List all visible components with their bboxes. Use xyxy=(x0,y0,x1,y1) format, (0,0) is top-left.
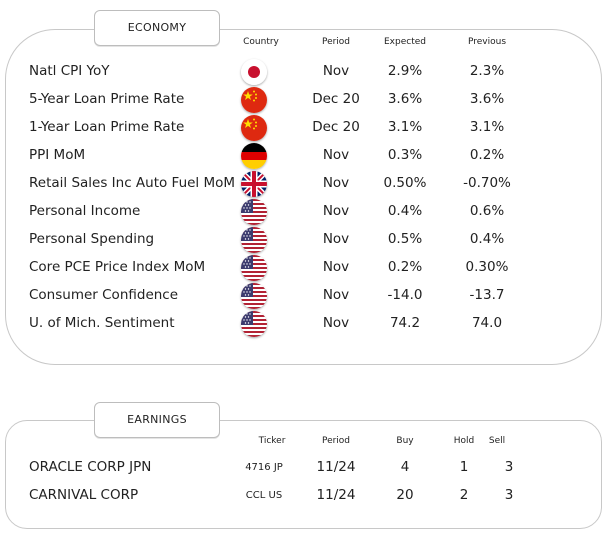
sell-count: 3 xyxy=(504,487,514,503)
event-previous: 0.2% xyxy=(469,147,505,163)
event-period: Nov xyxy=(322,259,350,275)
country-column-header: Country xyxy=(243,37,279,47)
event-period: Dec 20 xyxy=(312,119,360,135)
economy-event-row[interactable]: Natl CPI YoY Nov 2.9% 2.3% xyxy=(0,59,606,91)
japan-flag-icon xyxy=(241,59,267,85)
economy-panel xyxy=(5,29,602,365)
event-previous: 3.1% xyxy=(469,119,505,135)
event-name: Personal Income xyxy=(29,203,141,219)
company-name: CARNIVAL CORP xyxy=(29,487,139,503)
us-flag-icon xyxy=(241,255,267,281)
economy-event-row[interactable]: 1-Year Loan Prime Rate Dec 20 3.1% 3.1% xyxy=(0,115,606,147)
event-previous: 0.6% xyxy=(469,203,505,219)
event-period: Dec 20 xyxy=(312,91,360,107)
china-flag-icon xyxy=(241,115,267,141)
hold-count: 2 xyxy=(459,487,469,503)
earnings-period-column-header: Period xyxy=(321,436,351,446)
event-period: Nov xyxy=(322,147,350,163)
us-flag-icon xyxy=(241,283,267,309)
earnings-period: 11/24 xyxy=(316,487,356,503)
event-previous: 2.3% xyxy=(469,63,505,79)
company-name: ORACLE CORP JPN xyxy=(29,459,152,475)
event-name: Core PCE Price Index MoM xyxy=(29,259,206,275)
event-previous: 0.4% xyxy=(469,231,505,247)
event-name: 5-Year Loan Prime Rate xyxy=(29,91,185,107)
earnings-row[interactable]: ORACLE CORP JPN 4716 JP 11/24 4 1 3 xyxy=(0,459,606,487)
economy-event-row[interactable]: Core PCE Price Index MoM Nov 0.2% 0.30% xyxy=(0,255,606,287)
us-flag-icon xyxy=(241,311,267,337)
event-expected: 2.9% xyxy=(387,63,423,79)
event-period: Nov xyxy=(322,63,350,79)
us-flag-icon xyxy=(241,227,267,253)
event-expected: 0.3% xyxy=(387,147,423,163)
economy-tab[interactable]: ECONOMY xyxy=(94,10,220,46)
event-expected: 3.6% xyxy=(387,91,423,107)
economy-event-row[interactable]: PPI MoM Nov 0.3% 0.2% xyxy=(0,143,606,175)
economy-event-row[interactable]: Consumer Confidence Nov -14.0 -13.7 xyxy=(0,283,606,315)
event-previous: -0.70% xyxy=(463,175,511,191)
economy-event-row[interactable]: Retail Sales Inc Auto Fuel MoM Nov 0.50%… xyxy=(0,171,606,203)
earnings-row[interactable]: CARNIVAL CORP CCL US 11/24 20 2 3 xyxy=(0,487,606,515)
event-previous: 0.30% xyxy=(465,259,509,275)
buy-column-header: Buy xyxy=(396,436,414,446)
event-period: Nov xyxy=(322,315,350,331)
event-name: 1-Year Loan Prime Rate xyxy=(29,119,185,135)
germany-flag-icon xyxy=(241,143,267,169)
event-previous: 74.0 xyxy=(471,315,503,331)
event-expected: 0.5% xyxy=(387,231,423,247)
expected-column-header: Expected xyxy=(384,37,426,47)
hold-count: 1 xyxy=(459,459,469,475)
event-expected: 74.2 xyxy=(389,315,421,331)
event-period: Nov xyxy=(322,287,350,303)
event-name: U. of Mich. Sentiment xyxy=(29,315,175,331)
event-previous: 3.6% xyxy=(469,91,505,107)
previous-column-header: Previous xyxy=(467,37,507,47)
hold-column-header: Hold xyxy=(453,436,475,446)
ticker: 4716 JP xyxy=(245,462,283,473)
ticker: CCL US xyxy=(245,490,283,501)
economy-event-row[interactable]: Personal Income Nov 0.4% 0.6% xyxy=(0,199,606,231)
period-column-header: Period xyxy=(321,37,351,47)
sell-count: 3 xyxy=(504,459,514,475)
event-expected: 0.4% xyxy=(387,203,423,219)
economy-event-row[interactable]: U. of Mich. Sentiment Nov 74.2 74.0 xyxy=(0,311,606,343)
economy-event-row[interactable]: 5-Year Loan Prime Rate Dec 20 3.6% 3.6% xyxy=(0,87,606,119)
earnings-tab[interactable]: EARNINGS xyxy=(94,402,220,438)
earnings-panel xyxy=(5,420,602,529)
event-name: Personal Spending xyxy=(29,231,155,247)
event-name: Natl CPI YoY xyxy=(29,63,110,79)
buy-count: 4 xyxy=(400,459,410,475)
economy-event-row[interactable]: Personal Spending Nov 0.5% 0.4% xyxy=(0,227,606,259)
event-expected: 3.1% xyxy=(387,119,423,135)
event-previous: -13.7 xyxy=(469,287,505,303)
us-flag-icon xyxy=(241,199,267,225)
event-name: Retail Sales Inc Auto Fuel MoM xyxy=(29,175,236,191)
event-expected: -14.0 xyxy=(387,287,423,303)
uk-flag-icon xyxy=(241,171,267,197)
sell-column-header: Sell xyxy=(488,436,506,446)
china-flag-icon xyxy=(241,87,267,113)
ticker-column-header: Ticker xyxy=(258,436,286,446)
buy-count: 20 xyxy=(396,487,414,503)
event-expected: 0.50% xyxy=(383,175,427,191)
event-period: Nov xyxy=(322,231,350,247)
earnings-period: 11/24 xyxy=(316,459,356,475)
event-period: Nov xyxy=(322,203,350,219)
event-period: Nov xyxy=(322,175,350,191)
event-expected: 0.2% xyxy=(387,259,423,275)
event-name: PPI MoM xyxy=(29,147,86,163)
event-name: Consumer Confidence xyxy=(29,287,179,303)
